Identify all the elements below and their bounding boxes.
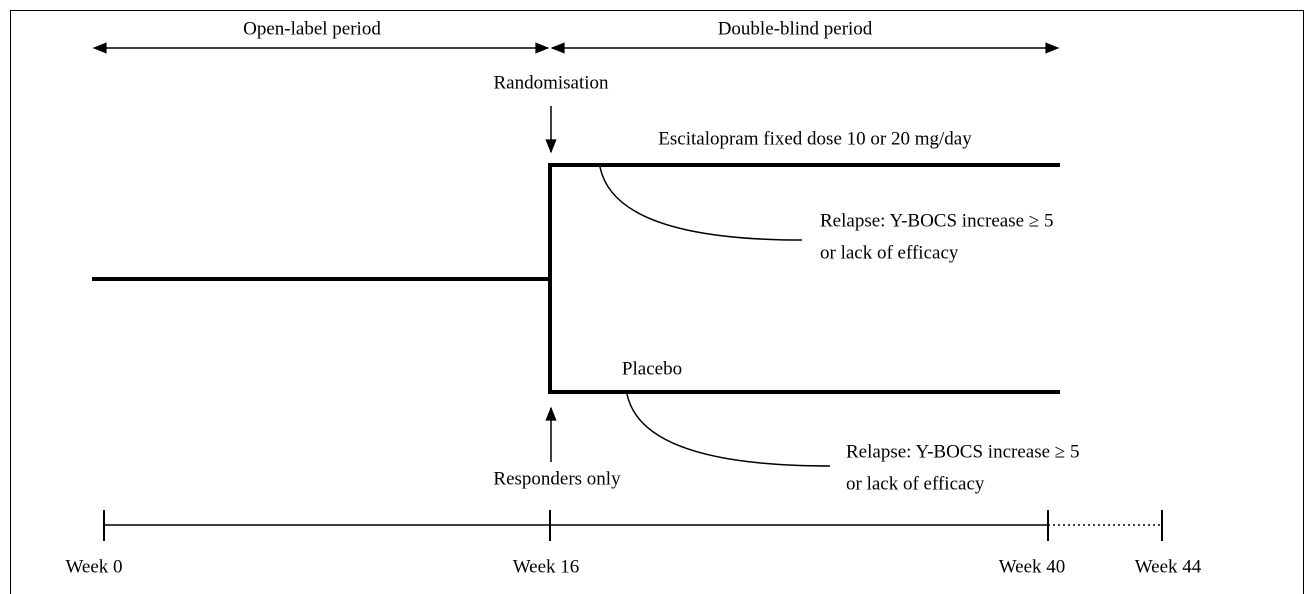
relapse-label: Relapse: Y-BOCS increase ≥ 5 (820, 210, 1053, 231)
timeline-label: Week 16 (513, 556, 580, 577)
period-label: Double-blind period (718, 18, 873, 39)
relapse-curve (626, 393, 831, 467)
timeline-label: Week 0 (65, 556, 122, 577)
relapse-label: Relapse: Y-BOCS increase ≥ 5 (846, 441, 1079, 462)
arm-lines (548, 163, 1060, 394)
randomisation-label: Randomisation (493, 72, 609, 93)
relapse-label: or lack of efficacy (846, 473, 985, 494)
period-label: Open-label period (243, 18, 381, 39)
arm-label: Placebo (622, 358, 682, 379)
relapse-curve (599, 166, 803, 241)
relapse-label: or lack of efficacy (820, 242, 959, 263)
timeline-label: Week 40 (999, 556, 1066, 577)
frame (10, 10, 1304, 594)
responders-label: Responders only (493, 468, 621, 489)
timeline-label: Week 44 (1135, 556, 1202, 577)
arm-label: Escitalopram fixed dose 10 or 20 mg/day (658, 128, 972, 149)
